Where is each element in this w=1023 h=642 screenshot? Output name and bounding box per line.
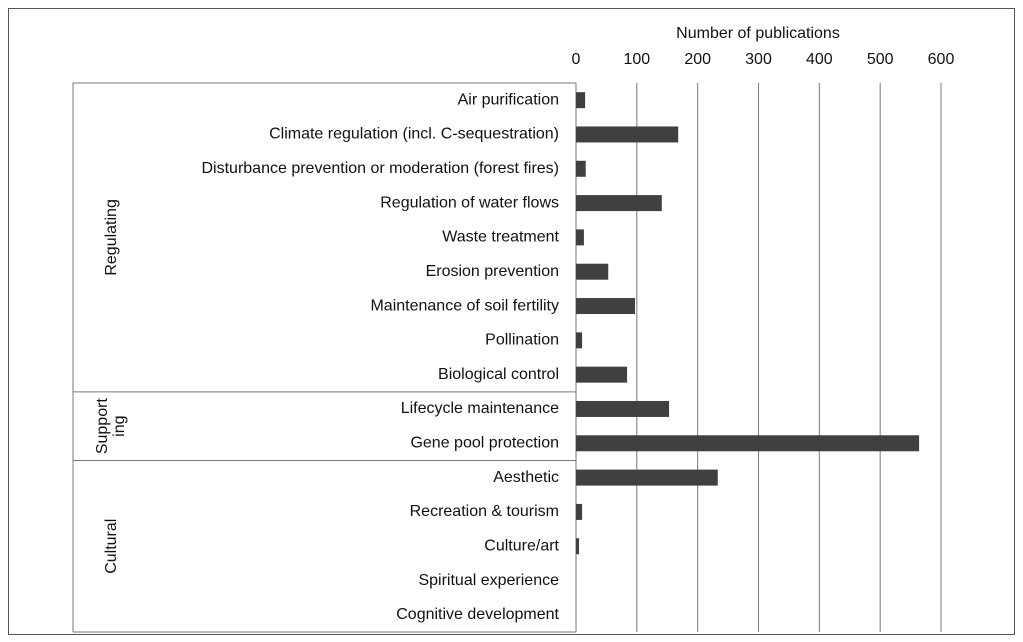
y-tick-label: Recreation & tourism <box>410 503 559 520</box>
y-tick-label: Maintenance of soil fertility <box>370 297 559 314</box>
axis-title: Number of publications <box>676 25 840 42</box>
y-tick-label: Culture/art <box>484 537 559 554</box>
y-tick-label: Spiritual experience <box>418 572 559 589</box>
y-tick-label: Cognitive development <box>396 606 559 623</box>
bar <box>576 538 580 555</box>
group-label: ing <box>111 415 128 436</box>
group-label: Cultural <box>103 519 120 574</box>
bar <box>576 366 628 383</box>
bar <box>576 160 586 177</box>
x-tick-label: 100 <box>623 51 650 68</box>
bar <box>576 400 670 417</box>
bar <box>576 435 920 452</box>
bar <box>576 503 583 520</box>
y-tick-label: Aesthetic <box>493 469 559 486</box>
y-tick-label: Waste treatment <box>442 229 559 246</box>
y-tick-label: Biological control <box>438 366 559 383</box>
y-tick-label: Climate regulation (incl. C-sequestratio… <box>269 126 559 143</box>
y-tick-label: Disturbance prevention or moderation (fo… <box>202 160 560 177</box>
x-tick-label: 300 <box>745 51 772 68</box>
bar <box>576 126 679 143</box>
y-tick-label: Erosion prevention <box>426 263 559 280</box>
bar <box>576 92 586 109</box>
frame <box>8 8 1015 635</box>
bar <box>576 263 609 280</box>
x-tick-label: 500 <box>867 51 894 68</box>
x-tick-label: 600 <box>928 51 955 68</box>
x-tick-label: 400 <box>806 51 833 68</box>
bar <box>576 332 583 349</box>
bar <box>576 298 636 315</box>
bar <box>576 469 718 486</box>
y-tick-label: Regulation of water flows <box>380 194 559 211</box>
y-tick-label: Air purification <box>458 91 559 108</box>
group-label: Support <box>94 398 111 455</box>
bar <box>576 195 662 212</box>
x-tick-label: 0 <box>572 51 581 68</box>
x-tick-label: 200 <box>684 51 711 68</box>
y-tick-label: Pollination <box>485 332 559 349</box>
y-tick-label: Gene pool protection <box>410 435 559 452</box>
y-tick-label: Lifecycle maintenance <box>401 400 559 417</box>
bar <box>576 229 584 246</box>
group-label: Regulating <box>103 199 120 276</box>
